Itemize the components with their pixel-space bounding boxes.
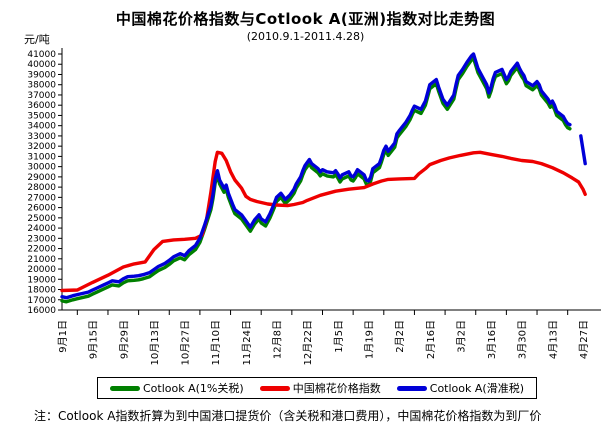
chart-title: 中国棉花价格指数与Cotlook A(亚洲)指数对比走势图 <box>115 10 496 28</box>
y-tick-label: 32000 <box>27 142 56 152</box>
x-tick-label: 10月13日 <box>149 320 161 365</box>
y-tick-label: 24000 <box>27 224 56 234</box>
x-tick-label: 11月10日 <box>210 320 222 365</box>
y-tick-label: 41000 <box>27 50 56 60</box>
x-tick-label: 12月8日 <box>272 320 284 359</box>
y-tick-label: 20000 <box>27 265 56 275</box>
chart-legend: Cotlook A(1%关税) 中国棉花价格指数 Cotlook A(滑准税) <box>97 377 537 399</box>
x-tick-label: 10月27日 <box>180 320 192 365</box>
axes <box>58 48 601 311</box>
x-tick-label: 9月29日 <box>118 320 130 359</box>
legend-swatch-icon <box>396 385 427 391</box>
legend-label: 中国棉花价格指数 <box>292 382 381 395</box>
y-tick-label: 28000 <box>27 183 56 193</box>
y-tick-label: 18000 <box>27 286 56 296</box>
y-tick-label: 31000 <box>27 152 56 162</box>
y-tick-label: 30000 <box>27 163 56 173</box>
y-tick-label: 17000 <box>27 296 56 306</box>
y-tick-label: 21000 <box>27 255 56 265</box>
series-line-0 <box>60 56 572 304</box>
y-axis-unit-label: 元/吨 <box>24 33 50 46</box>
y-tick-label: 27000 <box>27 193 56 203</box>
chart-footnote: 注：Cotlook A指数折算为到中国港口提货价（含关税和港口费用），中国棉花价… <box>34 409 542 423</box>
x-tick-label: 4月27日 <box>578 320 590 359</box>
legend-swatch-icon <box>110 385 140 391</box>
chart-subtitle: (2010.9.1-2011.4.28) <box>246 30 365 43</box>
y-tick-label: 19000 <box>27 275 56 285</box>
y-axis-ticks <box>58 53 62 311</box>
legend-swatch-icon <box>259 385 290 391</box>
y-tick-label: 16000 <box>27 306 56 316</box>
legend-item-0: Cotlook A(1%关税) <box>110 380 244 396</box>
x-tick-label: 1月19日 <box>363 320 375 359</box>
y-tick-label: 33000 <box>27 132 56 142</box>
legend-item-1: 中国棉花价格指数 <box>259 380 381 396</box>
y-tick-label: 40000 <box>27 60 56 70</box>
y-tick-label: 34000 <box>27 122 56 132</box>
x-tick-label: 3月2日 <box>455 320 467 353</box>
y-tick-label: 36000 <box>27 101 56 111</box>
y-tick-label: 25000 <box>27 214 56 224</box>
x-tick-label: 4月13日 <box>547 320 559 359</box>
x-tick-label: 9月1日 <box>57 320 69 353</box>
y-tick-label: 26000 <box>27 204 56 214</box>
y-tick-label: 37000 <box>27 91 56 101</box>
x-tick-label: 2月2日 <box>394 320 406 353</box>
x-tick-label: 9月15日 <box>88 320 100 359</box>
series-line-1 <box>60 150 587 293</box>
legend-item-2: Cotlook A(滑准税) <box>396 380 524 396</box>
y-axis-tick-labels: 1600017000180001900020000210002200023000… <box>27 50 56 316</box>
y-tick-label: 22000 <box>27 245 56 255</box>
y-tick-label: 23000 <box>27 234 56 244</box>
x-tick-label: 11月24日 <box>241 320 253 365</box>
x-axis-tick-labels: 9月1日 9月15日 9月29日 10月13日 10月27日 11月10日 11月24日 12… <box>57 320 590 365</box>
x-tick-label: 2月16日 <box>425 320 437 359</box>
series-segment <box>60 52 572 300</box>
x-tick-label: 3月30日 <box>517 320 529 359</box>
series-segment <box>60 150 587 293</box>
legend-label: Cotlook A(1%关税) <box>143 382 244 395</box>
series-line-2 <box>60 52 587 300</box>
x-tick-label: 12月22日 <box>302 320 314 365</box>
series-segment <box>60 56 572 304</box>
legend-label: Cotlook A(滑准税) <box>429 382 524 395</box>
y-tick-label: 35000 <box>27 111 56 121</box>
x-tick-label: 1月5日 <box>333 320 345 353</box>
x-axis-ticks <box>76 310 569 315</box>
x-tick-label: 3月16日 <box>486 320 498 359</box>
y-tick-label: 39000 <box>27 70 56 80</box>
y-tick-label: 29000 <box>27 173 56 183</box>
series-segment <box>579 134 587 166</box>
y-tick-label: 38000 <box>27 81 56 91</box>
